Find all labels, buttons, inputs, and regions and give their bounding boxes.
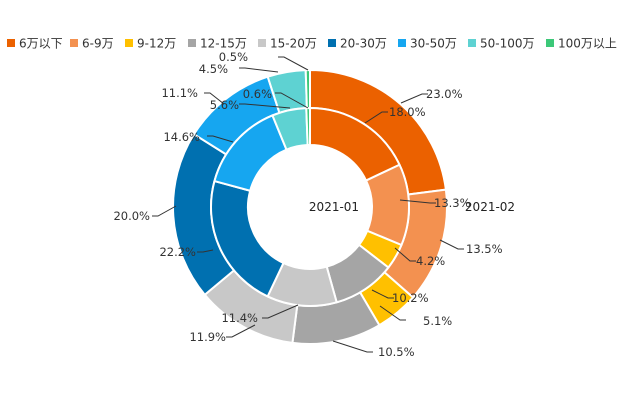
leader-line-inner-6 xyxy=(197,249,214,253)
leader-line-outer-9 xyxy=(278,56,309,71)
leader-line-inner-1 xyxy=(364,111,388,124)
legend-label-9[interactable]: 100万以上 xyxy=(558,37,617,51)
data-label-outer-6: 20.0% xyxy=(113,209,150,223)
data-label-inner-5: 11.4% xyxy=(221,311,258,325)
data-label-inner-4: 10.2% xyxy=(392,291,429,305)
leader-line-inner-9 xyxy=(275,92,309,109)
slice-inner-9[interactable] xyxy=(305,106,311,147)
leader-line-inner-8 xyxy=(239,103,291,109)
leader-line-inner-4 xyxy=(371,289,394,299)
series-name-outer: 2021-02 xyxy=(465,200,515,214)
legend-swatch-2 xyxy=(70,39,78,47)
data-label-outer-3: 5.1% xyxy=(423,314,452,328)
legend-label-5[interactable]: 15-20万 xyxy=(270,37,317,51)
legend-swatch-3 xyxy=(125,39,133,47)
legend-swatch-4 xyxy=(188,39,196,47)
data-label-inner-8: 5.6% xyxy=(210,98,239,112)
series-name-inner: 2021-01 xyxy=(309,200,359,214)
leader-line-outer-3 xyxy=(379,305,406,321)
outer-ring-2021-02 xyxy=(172,69,448,345)
leader-line-inner-3 xyxy=(394,247,416,262)
data-label-outer-5: 11.9% xyxy=(189,330,226,344)
inner-ring-2021-01 xyxy=(210,106,410,307)
data-label-outer-4: 10.5% xyxy=(378,345,415,359)
leader-line-inner-7 xyxy=(207,135,234,143)
data-label-inner-7: 14.6% xyxy=(163,130,200,144)
data-label-outer-7: 11.1% xyxy=(161,86,198,100)
legend-label-3[interactable]: 9-12万 xyxy=(137,37,176,51)
leader-line-outer-5 xyxy=(226,324,256,338)
leader-line-outer-6 xyxy=(152,205,177,217)
legend-label-8[interactable]: 50-100万 xyxy=(480,37,535,51)
leader-line-outer-2 xyxy=(439,239,464,250)
legend-label-1[interactable]: 6万以下 xyxy=(19,37,63,51)
data-label-outer-9: 0.5% xyxy=(219,50,248,64)
legend-swatch-6 xyxy=(328,39,336,47)
legend-label-6[interactable]: 20-30万 xyxy=(340,37,387,51)
data-label-outer-2: 13.5% xyxy=(466,242,503,256)
legend-swatch-1 xyxy=(7,39,15,47)
legend-swatch-5 xyxy=(258,39,266,47)
data-labels: 18.0% 13.3% 4.2% 10.2% 11.4% 22.2% 14.6% 5.6% 0.… xyxy=(113,50,502,359)
leader-line-inner-2 xyxy=(399,199,436,204)
data-label-inner-9: 0.6% xyxy=(243,87,272,101)
data-label-inner-1: 18.0% xyxy=(389,105,426,119)
legend-label-7[interactable]: 30-50万 xyxy=(410,37,457,51)
data-label-inner-2: 13.3% xyxy=(434,196,471,210)
leader-line-outer-8 xyxy=(239,67,279,73)
legend-label-2[interactable]: 6-9万 xyxy=(82,37,114,51)
leader-line-outer-1 xyxy=(400,93,428,104)
legend-swatch-8 xyxy=(468,39,476,47)
data-label-outer-1: 23.0% xyxy=(426,87,463,101)
legend[interactable]: 6万以下 6-9万 9-12万 12-15万 15-20万 20-30万 30-50万 50-… xyxy=(7,37,617,51)
slice-outer-9[interactable] xyxy=(304,69,311,110)
data-label-outer-8: 4.5% xyxy=(199,62,228,76)
legend-label-4[interactable]: 12-15万 xyxy=(200,37,247,51)
legend-swatch-7 xyxy=(398,39,406,47)
legend-swatch-9 xyxy=(546,39,554,47)
data-label-inner-3: 4.2% xyxy=(416,254,445,268)
leader-line-outer-4 xyxy=(332,340,373,353)
leader-line-inner-5 xyxy=(262,304,299,319)
leader-line-outer-7 xyxy=(204,92,225,105)
data-label-inner-6: 22.2% xyxy=(159,245,196,259)
